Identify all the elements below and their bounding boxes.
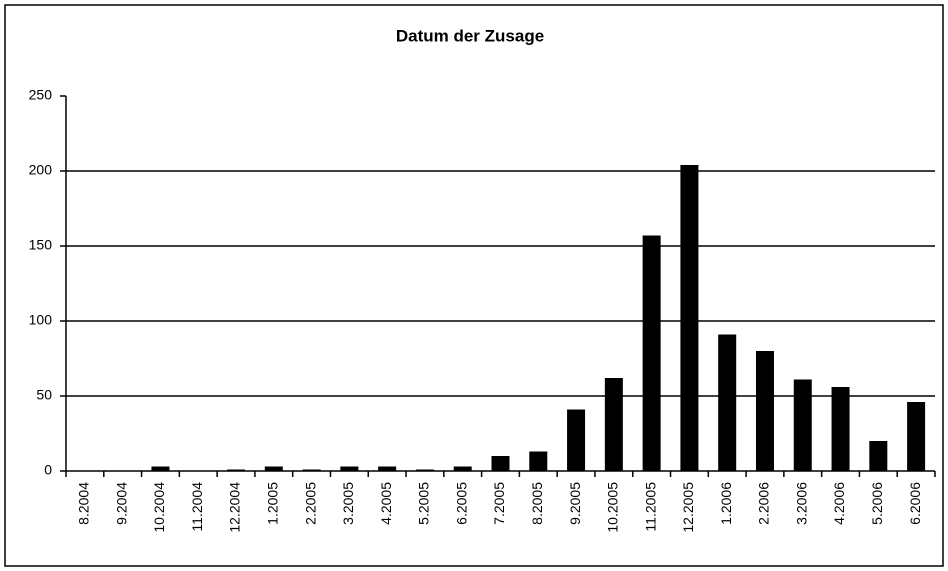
chart-title: Datum der Zusage — [396, 26, 544, 45]
x-tick-label: 11.2004 — [189, 482, 205, 532]
x-tick-label: 6.2005 — [453, 482, 469, 525]
bar — [340, 466, 359, 471]
x-tick-label: 5.2005 — [416, 482, 432, 525]
y-tick-label: 200 — [29, 162, 53, 178]
x-tick-label: 5.2006 — [869, 482, 885, 525]
x-tick-label: 7.2005 — [491, 482, 507, 525]
bar — [869, 441, 888, 471]
x-tick-label: 9.2005 — [567, 482, 583, 525]
bar — [453, 466, 472, 471]
x-tick-label: 10.2005 — [605, 482, 621, 533]
x-tick-label: 1.2005 — [265, 482, 281, 525]
y-tick-label: 100 — [29, 312, 53, 328]
x-tick-label: 1.2006 — [718, 482, 734, 525]
x-tick-label: 8.2005 — [529, 482, 545, 525]
bar — [907, 402, 926, 471]
y-tick-label: 250 — [29, 87, 53, 103]
bar — [151, 466, 170, 471]
y-tick-label: 50 — [36, 387, 52, 403]
x-tick-label: 3.2005 — [340, 482, 356, 525]
bar — [415, 469, 434, 471]
bar — [529, 451, 548, 471]
x-tick-label: 6.2006 — [907, 482, 923, 525]
bar — [680, 165, 699, 471]
bar — [264, 466, 283, 471]
x-tick-label: 2.2006 — [756, 482, 772, 525]
x-tick-label: 11.2005 — [642, 482, 658, 532]
bar — [567, 409, 586, 471]
x-tick-label: 12.2005 — [680, 482, 696, 533]
x-tick-label: 3.2006 — [793, 482, 809, 525]
x-tick-label: 4.2006 — [831, 482, 847, 525]
y-tick-label: 150 — [29, 237, 53, 253]
x-tick-label: 10.2004 — [151, 482, 167, 533]
x-tick-label: 12.2004 — [227, 482, 243, 533]
x-tick-label: 8.2004 — [76, 482, 92, 525]
chart-frame — [4, 4, 944, 567]
x-tick-label: 4.2005 — [378, 482, 394, 525]
bar — [793, 379, 812, 471]
x-tick-label: 2.2005 — [302, 482, 318, 525]
bar — [378, 466, 397, 471]
bar — [642, 235, 661, 471]
bar — [604, 378, 623, 471]
y-tick-label: 0 — [44, 462, 52, 478]
x-tick-label: 9.2004 — [113, 482, 129, 525]
bar — [718, 334, 737, 471]
bar — [491, 456, 510, 471]
bar — [755, 351, 774, 471]
bar — [302, 469, 321, 471]
bar — [227, 469, 246, 471]
bar — [831, 387, 850, 471]
